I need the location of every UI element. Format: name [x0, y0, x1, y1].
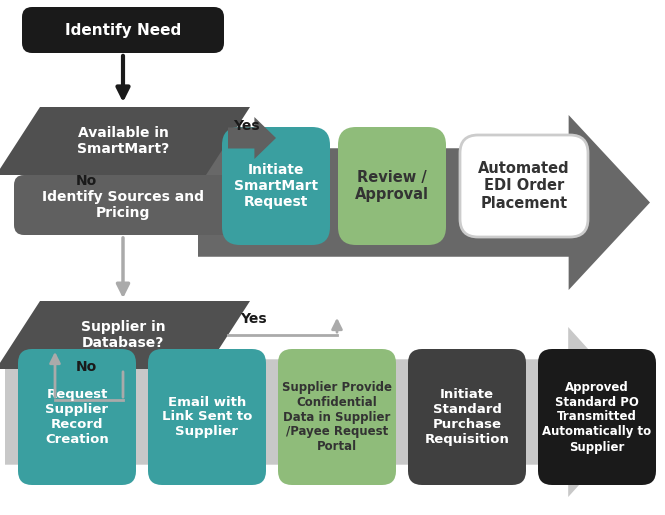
- Text: Email with
Link Sent to
Supplier: Email with Link Sent to Supplier: [162, 396, 252, 438]
- Text: Identify Sources and
Pricing: Identify Sources and Pricing: [42, 190, 204, 220]
- Polygon shape: [5, 327, 645, 497]
- Text: Automated
EDI Order
Placement: Automated EDI Order Placement: [478, 161, 570, 211]
- FancyBboxPatch shape: [22, 7, 224, 53]
- FancyBboxPatch shape: [278, 349, 396, 485]
- Text: Request
Supplier
Record
Creation: Request Supplier Record Creation: [45, 388, 109, 446]
- FancyBboxPatch shape: [338, 127, 446, 245]
- FancyBboxPatch shape: [408, 349, 526, 485]
- Polygon shape: [0, 301, 250, 369]
- FancyBboxPatch shape: [460, 135, 588, 237]
- Text: Supplier in
Database?: Supplier in Database?: [80, 320, 166, 350]
- Polygon shape: [198, 115, 650, 290]
- Polygon shape: [228, 117, 276, 159]
- Text: No: No: [76, 174, 97, 188]
- FancyBboxPatch shape: [14, 175, 232, 235]
- Text: Identify Need: Identify Need: [65, 23, 181, 38]
- Text: Supplier Provide
Confidential
Data in Supplier
/Payee Request
Portal: Supplier Provide Confidential Data in Su…: [282, 381, 392, 454]
- FancyBboxPatch shape: [222, 127, 330, 245]
- Text: No: No: [76, 360, 97, 374]
- Text: Initiate
Standard
Purchase
Requisition: Initiate Standard Purchase Requisition: [424, 388, 509, 446]
- FancyBboxPatch shape: [538, 349, 656, 485]
- Text: Available in
SmartMart?: Available in SmartMart?: [77, 126, 169, 156]
- Text: Approved
Standard PO
Transmitted
Automatically to
Supplier: Approved Standard PO Transmitted Automat…: [543, 381, 652, 454]
- FancyBboxPatch shape: [18, 349, 136, 485]
- Text: Initiate
SmartMart
Request: Initiate SmartMart Request: [234, 163, 318, 209]
- Polygon shape: [0, 107, 250, 175]
- Text: Yes: Yes: [240, 312, 267, 326]
- FancyBboxPatch shape: [148, 349, 266, 485]
- Text: Yes: Yes: [233, 119, 259, 133]
- Text: Review /
Approval: Review / Approval: [355, 170, 429, 202]
